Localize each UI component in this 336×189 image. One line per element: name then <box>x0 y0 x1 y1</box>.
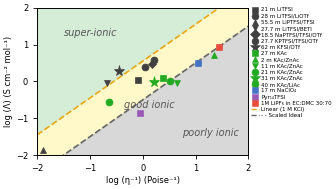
X-axis label: log (η⁻¹) (Poise⁻¹): log (η⁻¹) (Poise⁻¹) <box>106 176 180 185</box>
Y-axis label: log (Λ) (S cm⁻² mol⁻¹): log (Λ) (S cm⁻² mol⁻¹) <box>4 36 13 127</box>
Text: super-ionic: super-ionic <box>64 29 117 38</box>
Text: poorly ionic: poorly ionic <box>182 128 239 138</box>
Legend: 21 m LiTFSI, 28 m LiTFSI/LiOTf, 55.5 m LiPTFSI/TFSI, 27.7 m LiTFSI/BETI, 18.5 Na: 21 m LiTFSI, 28 m LiTFSI/LiOTf, 55.5 m L… <box>251 8 332 118</box>
Text: good ionic: good ionic <box>124 100 175 110</box>
